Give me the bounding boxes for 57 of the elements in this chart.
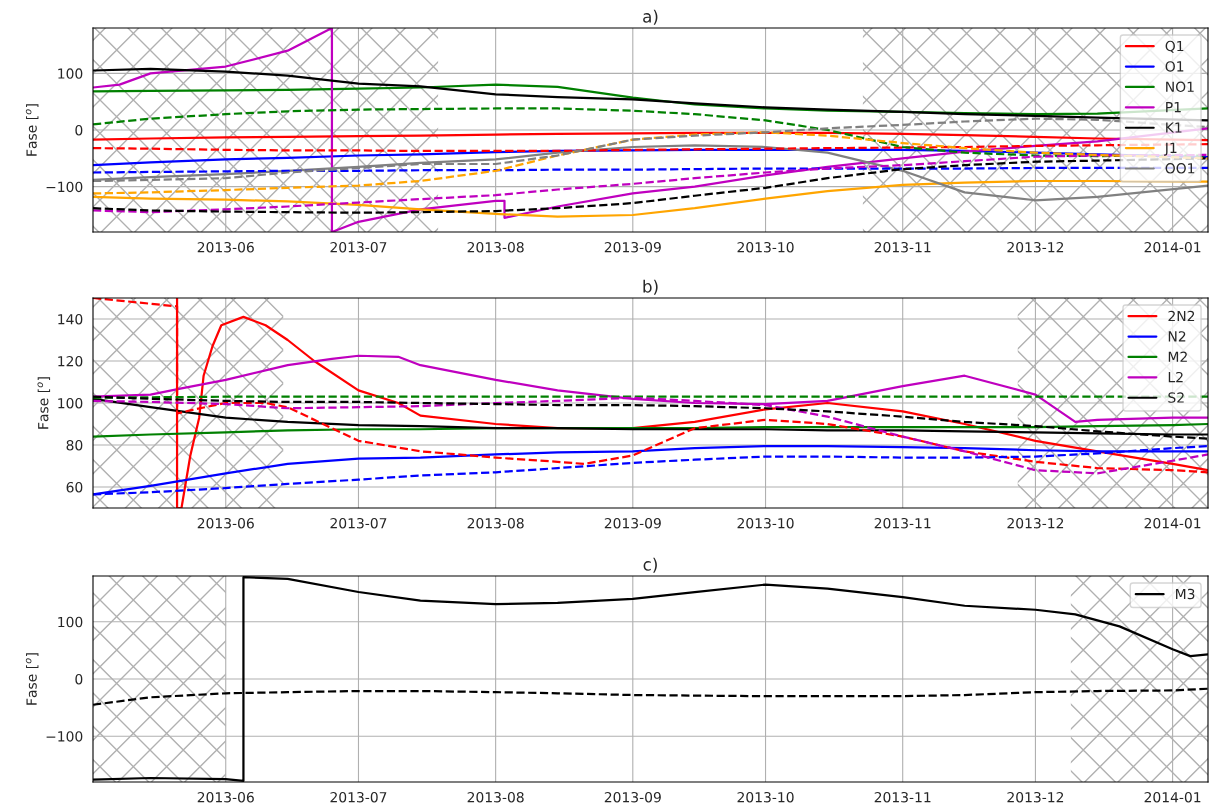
x-tick-label: 2014-01 — [1144, 517, 1201, 529]
x-tick-label: 2013-09 — [604, 517, 661, 529]
y-tick-label: 100 — [58, 68, 83, 79]
y-axis-title: Fase [$^{o}$] — [25, 104, 39, 156]
legend-label: Q1 — [1165, 40, 1184, 53]
y-tick-label: 0 — [75, 673, 83, 685]
x-tick-label: 2013-10 — [737, 241, 794, 253]
x-tick-label: 2013-11 — [874, 517, 931, 529]
chart-title: c) — [643, 557, 657, 573]
x-tick-label: 2013-09 — [604, 241, 661, 253]
x-tick-label: 2013-07 — [330, 241, 387, 253]
y-tick-label: −100 — [46, 181, 83, 193]
y-tick-label: 60 — [66, 481, 83, 493]
line-series — [93, 131, 1208, 142]
chart-title: b) — [643, 279, 658, 295]
x-tick-label: 2013-12 — [1007, 791, 1064, 803]
x-tick-label: 2013-11 — [874, 791, 931, 803]
line-series — [93, 422, 1208, 438]
x-tick-label: 2013-06 — [197, 241, 254, 253]
x-tick-label: 2013-07 — [330, 791, 387, 803]
x-tick-label: 2013-12 — [1007, 517, 1064, 529]
legend-label: P1 — [1166, 102, 1181, 113]
x-tick-label: 2013-08 — [467, 517, 524, 529]
legend-label: M2 — [1168, 351, 1187, 362]
x-tick-label: 2013-10 — [737, 517, 794, 529]
y-tick-label: 0 — [75, 124, 83, 136]
legend-label: M3 — [1176, 588, 1195, 600]
y-tick-label: 100 — [58, 616, 83, 628]
chart-title: a) — [643, 9, 658, 25]
legend-label: J1 — [1164, 142, 1177, 156]
legend-label: O1 — [1165, 61, 1184, 72]
legend-label: OO1 — [1165, 163, 1195, 174]
y-axis-title: Fase [$^{o}$] — [37, 377, 51, 429]
y-tick-label: 120 — [58, 355, 83, 367]
legend-label: L2 — [1168, 371, 1183, 383]
x-tick-label: 2013-10 — [737, 791, 794, 803]
legend-label: N2 — [1168, 331, 1186, 342]
x-tick-label: 2013-09 — [604, 791, 661, 803]
x-tick-label: 2013-08 — [467, 791, 524, 803]
legend-label: NO1 — [1166, 81, 1194, 93]
line-series — [93, 28, 1208, 232]
x-tick-label: 2013-06 — [197, 517, 254, 529]
y-tick-label: −100 — [46, 731, 83, 742]
x-tick-label: 2013-07 — [330, 517, 387, 529]
y-tick-label: 100 — [58, 397, 83, 409]
y-tick-label: 80 — [66, 439, 83, 451]
x-tick-label: 2013-06 — [197, 791, 254, 803]
legend-label: 2N2 — [1168, 310, 1195, 322]
x-tick-label: 2014-01 — [1144, 791, 1201, 803]
x-tick-label: 2013-12 — [1007, 241, 1064, 253]
legend-label: S2 — [1168, 392, 1184, 403]
x-tick-label: 2013-11 — [874, 241, 931, 253]
y-tick-label: 140 — [58, 313, 83, 325]
x-tick-label: 2014-01 — [1144, 241, 1201, 253]
x-tick-label: 2013-08 — [467, 241, 524, 253]
legend-label: K1 — [1166, 122, 1182, 133]
y-axis-title: Fase [$^{o}$] — [25, 653, 39, 705]
